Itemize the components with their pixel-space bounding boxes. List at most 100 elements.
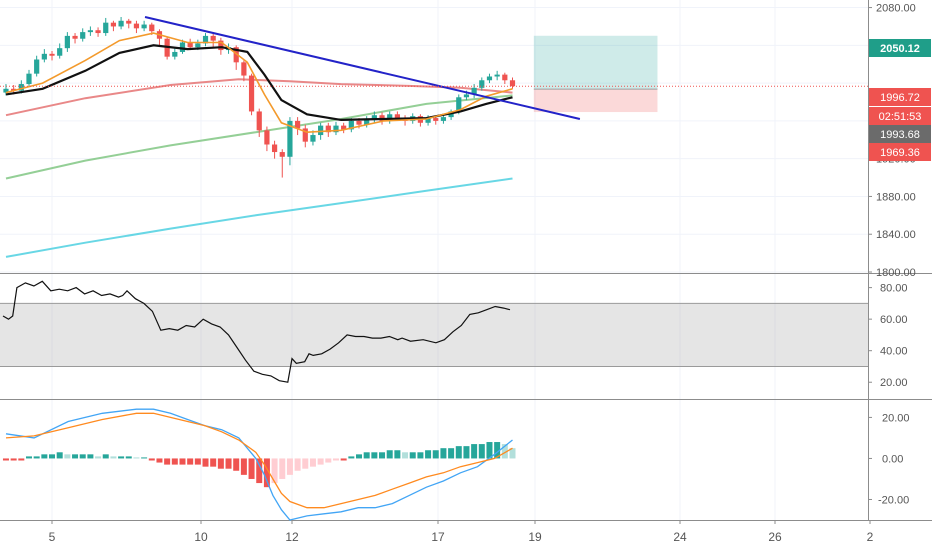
macd-histogram-bar <box>309 458 316 467</box>
macd-histogram-bar <box>156 458 163 463</box>
candle-body <box>318 125 324 136</box>
macd-line <box>5 408 513 521</box>
candle-body <box>509 80 516 87</box>
macd-histogram-bar <box>340 458 347 461</box>
candle-body <box>179 42 186 52</box>
candle-body <box>118 20 124 27</box>
macd-histogram-bar <box>64 454 71 459</box>
rsi-axis-tick-label: 40.00 <box>880 346 908 358</box>
position-stop-zone <box>533 89 658 113</box>
price-label-text: 2050.12 <box>880 43 920 55</box>
macd-histogram-bar <box>133 457 140 459</box>
candle-body <box>133 23 140 29</box>
candle-body <box>57 48 63 56</box>
candle-body <box>494 74 500 77</box>
macd-histogram-bar <box>118 456 125 459</box>
candle-body <box>387 114 393 121</box>
ma-green-line <box>5 94 513 180</box>
candle-body <box>202 35 209 44</box>
macd-histogram-bar <box>18 458 25 461</box>
macd-histogram-bar <box>164 458 171 465</box>
macd-histogram-bar <box>263 458 270 488</box>
candle-body <box>3 88 9 93</box>
rsi-line <box>2 280 511 383</box>
candle-body <box>425 118 431 123</box>
candle-body <box>26 73 32 85</box>
candle-body <box>187 42 193 48</box>
candle-body <box>233 47 239 63</box>
candle-body <box>364 119 370 125</box>
macd-histogram-bar <box>2 458 9 461</box>
macd-histogram-bar <box>279 458 286 479</box>
position-target-zone <box>533 35 658 90</box>
macd-histogram-bar <box>125 456 132 459</box>
candle-body <box>110 22 117 27</box>
macd-histogram-bar <box>41 454 48 459</box>
macd-histogram-bar <box>402 452 409 459</box>
candle-body <box>195 43 201 48</box>
macd-histogram-bar <box>194 458 201 465</box>
candle-body <box>11 88 17 91</box>
macd-histogram-bar <box>371 452 378 459</box>
candle-body <box>87 30 93 33</box>
price-label-text: 1969.36 <box>880 147 920 159</box>
macd-histogram-bar <box>141 457 148 459</box>
macd-histogram-bar <box>202 458 209 467</box>
macd-signal-line <box>5 412 513 509</box>
time-axis-tick-label: 2 <box>867 530 874 544</box>
macd-histogram-bar <box>409 452 416 459</box>
candle-body <box>471 87 477 95</box>
candle-body <box>325 125 331 133</box>
macd-histogram-bar <box>325 458 332 463</box>
price-panel <box>0 16 868 258</box>
candle-body <box>49 53 55 56</box>
macd-histogram-bar <box>417 452 424 459</box>
candle-body <box>486 76 493 81</box>
macd-histogram-bar <box>478 444 485 459</box>
time-axis-tick-label: 19 <box>528 530 542 544</box>
price-axis-tick-label: 1840.00 <box>876 229 916 241</box>
time-axis-tick-label: 17 <box>431 530 445 544</box>
candle-body <box>80 32 86 39</box>
price-axis: 2080.002040.001920.001880.001840.001800.… <box>868 3 931 279</box>
macd-histogram-bar <box>394 450 401 459</box>
macd-histogram-bar <box>509 448 516 459</box>
candle-body <box>433 118 439 121</box>
time-axis-tick-label: 12 <box>285 530 299 544</box>
macd-histogram-bar <box>448 448 455 459</box>
candle-body <box>172 51 178 57</box>
candle-body <box>295 120 301 129</box>
price-label-text: 1993.68 <box>880 129 920 141</box>
macd-histogram-bar <box>217 458 224 469</box>
candle-body <box>41 53 47 60</box>
macd-histogram-bar <box>440 448 447 459</box>
candle-body <box>479 80 485 88</box>
candle-body <box>141 24 147 29</box>
time-axis-tick-label: 10 <box>194 530 208 544</box>
macd-histogram-bar <box>110 456 117 459</box>
macd-histogram-bar <box>501 444 508 459</box>
macd-histogram-bar <box>102 454 109 459</box>
macd-histogram-bar <box>33 456 40 459</box>
candle-body <box>95 30 101 34</box>
candle-body <box>210 35 216 41</box>
macd-histogram-bar <box>471 444 478 459</box>
candle-body <box>302 128 308 142</box>
macd-histogram-bar <box>25 456 32 459</box>
candle-body <box>72 35 78 39</box>
rsi-axis-tick-label: 60.00 <box>880 314 908 326</box>
candle-body <box>333 125 339 133</box>
macd-histogram-bar <box>171 458 178 465</box>
macd-histogram-bar <box>79 454 86 459</box>
macd-histogram-bar <box>87 454 94 459</box>
price-axis-tick-label: 1800.00 <box>876 267 916 279</box>
candle-body <box>394 114 400 119</box>
candle-body <box>279 152 285 157</box>
candle-body <box>241 62 247 76</box>
candle-body <box>456 97 462 112</box>
candle-body <box>149 24 155 32</box>
macd-histogram-bar <box>95 456 102 459</box>
macd-histogram-bar <box>432 450 439 459</box>
